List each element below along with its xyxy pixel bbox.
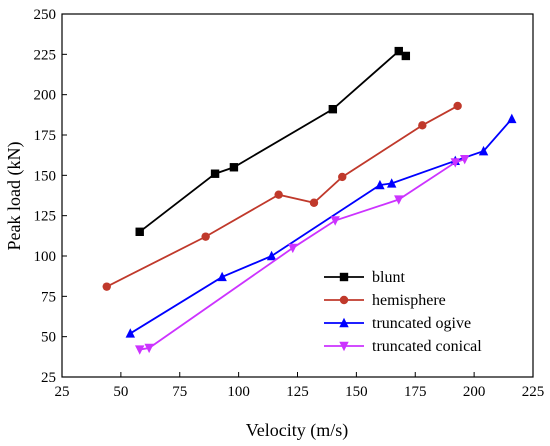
y-tick-label: 175 bbox=[34, 128, 57, 144]
legend-marker-hemisphere bbox=[339, 295, 349, 305]
y-tick-label: 50 bbox=[41, 330, 56, 346]
data-point-truncated-ogive bbox=[375, 179, 385, 190]
data-point-blunt bbox=[394, 46, 403, 56]
legend-item-truncated-conical: truncated conical bbox=[324, 338, 482, 355]
x-axis-title: Velocity (m/s) bbox=[246, 420, 348, 441]
data-point-truncated-ogive bbox=[507, 113, 517, 124]
y-axis-title: Peak load (kN) bbox=[4, 142, 25, 251]
data-point-truncated-ogive bbox=[478, 145, 489, 156]
legend-marker-truncated-ogive bbox=[339, 317, 349, 328]
x-tick-label: 50 bbox=[113, 384, 128, 400]
data-point-blunt bbox=[401, 51, 411, 61]
data-point-truncated-conical bbox=[330, 216, 340, 226]
x-tick-label: 25 bbox=[55, 384, 70, 400]
y-tick-label: 150 bbox=[34, 168, 57, 184]
data-point-hemisphere bbox=[418, 121, 427, 130]
data-point-hemisphere bbox=[453, 101, 462, 111]
legend-item-truncated-ogive: truncated ogive bbox=[324, 315, 471, 332]
legend: blunt hemisphere truncated ogive truncated … bbox=[324, 269, 482, 355]
data-point-truncated-ogive bbox=[217, 271, 227, 282]
y-tick-label: 75 bbox=[41, 289, 56, 305]
series-truncated-conical bbox=[135, 155, 470, 355]
axis-ticks bbox=[61, 13, 534, 378]
data-point-hemisphere bbox=[338, 172, 347, 182]
x-tick-label: 225 bbox=[522, 384, 545, 400]
y-tick-label: 25 bbox=[41, 370, 56, 386]
data-point-blunt bbox=[135, 227, 144, 236]
legend-label: hemisphere bbox=[372, 292, 446, 309]
legend-label: truncated ogive bbox=[372, 315, 471, 332]
series-hemisphere bbox=[102, 101, 462, 291]
series-line-blunt bbox=[139, 49, 407, 233]
series-blunt bbox=[135, 46, 411, 236]
x-tick-label: 100 bbox=[227, 384, 250, 400]
data-point-blunt bbox=[328, 104, 338, 114]
y-tick-label: 250 bbox=[34, 7, 57, 23]
x-tick-label: 150 bbox=[345, 384, 368, 400]
data-point-truncated-conical bbox=[144, 343, 154, 354]
data-point-hemisphere bbox=[274, 190, 283, 199]
data-point-hemisphere bbox=[102, 282, 111, 291]
data-point-blunt bbox=[210, 169, 220, 178]
x-tick-label: 75 bbox=[172, 384, 187, 400]
x-tick-label: 175 bbox=[404, 384, 427, 400]
x-tick-label: 125 bbox=[286, 384, 309, 400]
series-line-truncated-ogive bbox=[129, 118, 513, 335]
data-point-truncated-ogive bbox=[387, 178, 397, 188]
data-point-truncated-conical bbox=[288, 243, 298, 254]
tick-labels: 25 50 75 100 125 150 175 200 225 25 50 75 100 125 150 1… bbox=[34, 7, 545, 400]
data-point-truncated-conical bbox=[460, 155, 470, 165]
x-tick-label: 200 bbox=[463, 384, 486, 400]
data-point-truncated-conical bbox=[135, 345, 145, 355]
y-tick-label: 100 bbox=[34, 249, 57, 265]
data-point-truncated-ogive bbox=[125, 328, 135, 338]
data-point-blunt bbox=[229, 163, 239, 172]
y-tick-label: 125 bbox=[34, 209, 57, 225]
legend-item-hemisphere: hemisphere bbox=[324, 292, 446, 309]
legend-label: blunt bbox=[372, 269, 405, 286]
data-point-hemisphere bbox=[201, 232, 210, 241]
data-point-truncated-ogive bbox=[266, 250, 277, 261]
series-truncated-ogive bbox=[125, 113, 517, 338]
data-point-hemisphere bbox=[309, 198, 319, 207]
y-tick-label: 200 bbox=[34, 88, 57, 104]
data-point-truncated-conical bbox=[394, 195, 404, 205]
y-tick-label: 225 bbox=[34, 47, 57, 63]
data-point-truncated-conical bbox=[450, 158, 460, 168]
legend-label: truncated conical bbox=[372, 338, 482, 355]
legend-marker-blunt bbox=[339, 272, 349, 282]
legend-item-blunt: blunt bbox=[324, 269, 405, 286]
series-layer bbox=[102, 46, 517, 355]
legend-marker-truncated-conical bbox=[339, 341, 349, 352]
